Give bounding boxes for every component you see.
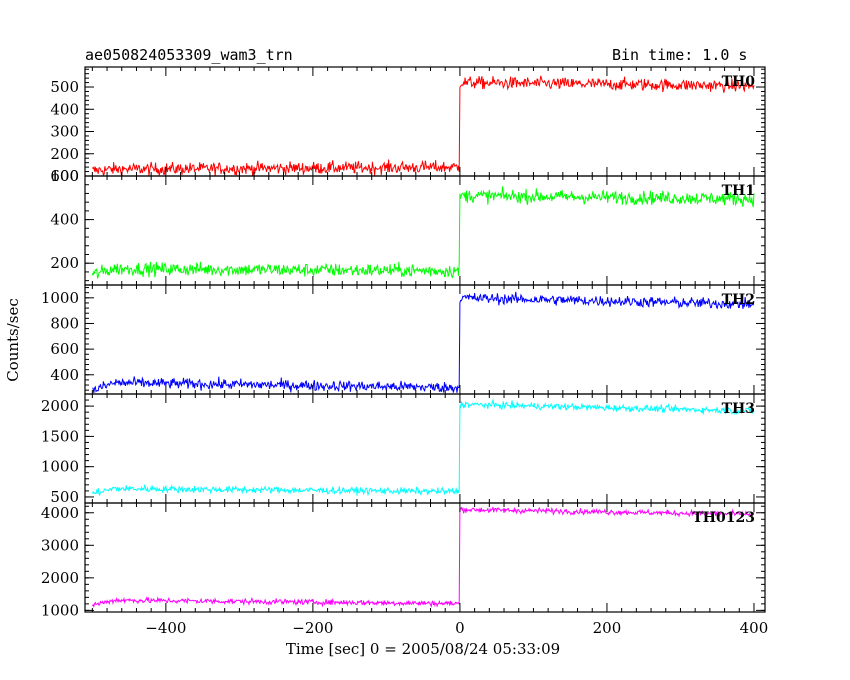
y-tick-label: 400 <box>50 366 79 384</box>
panel-frame <box>84 284 766 395</box>
y-tick-label: 500 <box>50 78 79 96</box>
bin-time-label: Bin time: 1.0 s <box>612 46 748 64</box>
y-tick-label: 300 <box>50 123 79 141</box>
y-tick-label: 800 <box>50 314 79 332</box>
x-axis-label: Time [sec] 0 = 2005/08/24 05:33:09 <box>286 640 560 658</box>
series-line-th0 <box>91 75 755 176</box>
panel-label-th2: TH2 <box>722 292 755 308</box>
panel-th0: 100 200 300 400 500 TH0 <box>50 66 766 185</box>
y-tick-label: 1500 <box>41 427 79 445</box>
series-line-th1 <box>91 186 755 280</box>
series-line-th2 <box>92 291 755 394</box>
panel-th1: 200 400 600 TH1 <box>50 167 766 286</box>
panel-th3: 500 1000 1500 2000 TH3 <box>41 393 766 506</box>
y-tick-label: 3000 <box>41 536 79 554</box>
x-tick-label: −400 <box>145 619 186 637</box>
y-tick-label: 400 <box>50 100 79 118</box>
y-tick-label: 200 <box>50 254 79 272</box>
y-tick-label: 600 <box>50 167 79 185</box>
y-tick-label: 4000 <box>41 504 79 522</box>
y-tick-label: 2000 <box>41 397 79 415</box>
panel-label-th0: TH0 <box>722 74 756 90</box>
y-tick-label: 1000 <box>41 601 79 619</box>
panel-label-th1: TH1 <box>722 183 755 199</box>
y-tick-label: 1000 <box>41 458 79 476</box>
y-tick-label: 500 <box>50 488 79 506</box>
series-line-th3 <box>91 398 755 497</box>
y-tick-label: 1000 <box>41 289 79 307</box>
x-tick-label: −200 <box>292 619 333 637</box>
panel-label-th3: TH3 <box>722 401 755 417</box>
y-tick-label: 600 <box>50 340 79 358</box>
y-tick-label: 2000 <box>41 569 79 587</box>
y-tick-label: 100 <box>50 167 79 185</box>
x-tick-label: 200 <box>593 619 622 637</box>
panel-frame <box>84 66 766 177</box>
panel-label-th0123: TH0123 <box>692 510 755 526</box>
panel-th0123: 1000 2000 3000 4000 TH0123 <box>41 502 766 619</box>
panel-th2: 400 600 800 1000 TH2 <box>41 284 766 395</box>
panel-frame <box>84 502 766 613</box>
y-tick-label: 400 <box>50 211 79 229</box>
x-tick-label: 400 <box>740 619 769 637</box>
x-tick-label: 0 <box>455 619 465 637</box>
y-tick-label: 200 <box>50 145 79 163</box>
series-line-th0123 <box>91 506 755 608</box>
figure-title: ae050824053309_wam3_trn <box>85 46 293 64</box>
y-axis-label: Counts/sec <box>4 298 22 382</box>
